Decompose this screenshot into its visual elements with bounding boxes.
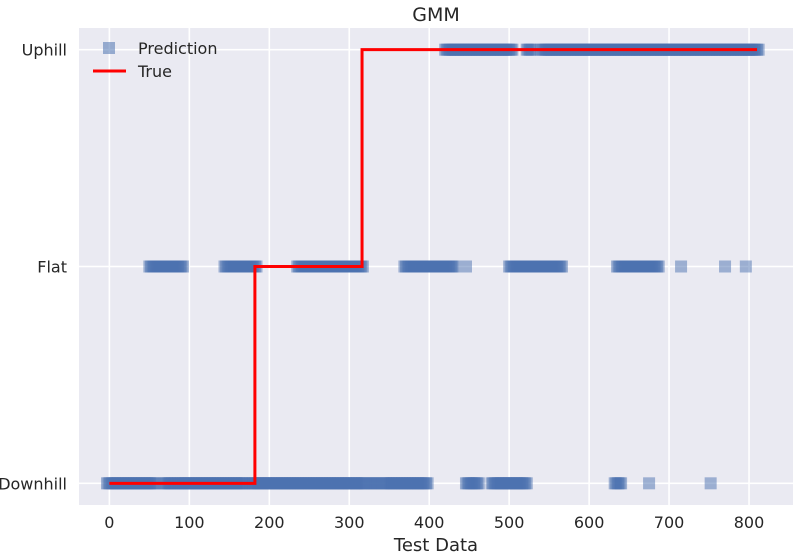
x-tick-label: 300: [334, 513, 365, 532]
legend: Prediction True: [93, 39, 217, 81]
legend-marker-prediction: [103, 42, 115, 54]
true-line-group: [109, 48, 758, 485]
prediction-marker: [739, 260, 752, 273]
prediction-marker: [555, 260, 568, 273]
prediction-marker: [472, 477, 485, 490]
true-step-line: [109, 48, 758, 485]
x-tick-label: 100: [174, 513, 205, 532]
prediction-marker: [447, 260, 460, 273]
x-tick-labels: 0 100 200 300 400 500 600 700 800: [104, 513, 764, 532]
prediction-marker: [459, 260, 472, 273]
prediction-marker: [176, 260, 189, 273]
x-tick-label: 200: [254, 513, 285, 532]
prediction-marker: [652, 260, 665, 273]
y-tick-label: Uphill: [22, 41, 67, 60]
legend-label-true: True: [137, 62, 172, 81]
y-tick-label: Downhill: [0, 474, 67, 493]
x-tick-label: 700: [654, 513, 685, 532]
prediction-markers: [100, 43, 765, 490]
x-tick-label: 500: [494, 513, 525, 532]
prediction-marker: [615, 477, 628, 490]
x-tick-label: 600: [574, 513, 605, 532]
prediction-marker: [719, 260, 732, 273]
legend-label-prediction: Prediction: [138, 39, 217, 58]
chart-title: GMM: [412, 4, 460, 26]
prediction-marker: [675, 260, 688, 273]
x-axis-label: Test Data: [393, 535, 478, 556]
prediction-marker: [643, 477, 656, 490]
prediction-marker: [752, 43, 765, 56]
x-tick-label: 0: [104, 513, 114, 532]
x-tick-label: 800: [734, 513, 765, 532]
prediction-marker: [421, 477, 434, 490]
x-tick-label: 400: [414, 513, 445, 532]
y-tick-labels: Downhill Flat Uphill: [0, 41, 67, 494]
y-tick-label: Flat: [37, 258, 67, 277]
prediction-marker: [520, 477, 533, 490]
prediction-marker: [704, 477, 717, 490]
